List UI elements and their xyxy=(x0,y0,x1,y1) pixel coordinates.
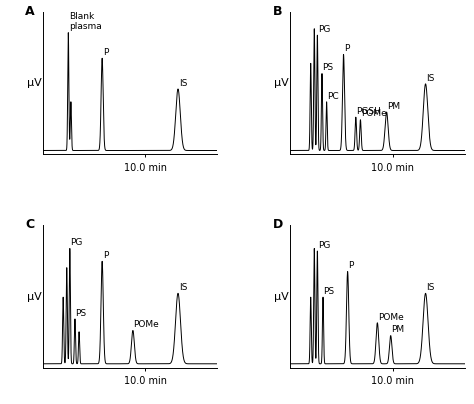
Text: IS: IS xyxy=(427,74,435,82)
Text: P: P xyxy=(348,261,354,270)
Text: PM: PM xyxy=(387,102,401,111)
Text: PS: PS xyxy=(75,309,87,318)
Text: P: P xyxy=(103,251,108,260)
Text: IS: IS xyxy=(427,283,435,292)
Y-axis label: μV: μV xyxy=(27,292,42,301)
Text: POMe: POMe xyxy=(133,320,159,329)
Y-axis label: μV: μV xyxy=(27,78,42,88)
Text: POMe: POMe xyxy=(361,109,387,118)
Text: P: P xyxy=(344,44,349,53)
Text: PG: PG xyxy=(318,25,330,34)
Text: PG: PG xyxy=(318,241,330,250)
Text: POMe: POMe xyxy=(378,313,404,322)
Text: IS: IS xyxy=(179,79,187,88)
Text: PM: PM xyxy=(391,325,404,335)
Text: PS: PS xyxy=(324,287,335,296)
Text: A: A xyxy=(25,5,35,18)
Text: Blank
plasma: Blank plasma xyxy=(69,12,102,32)
Y-axis label: μV: μV xyxy=(274,78,289,88)
Text: PGSH: PGSH xyxy=(356,107,381,116)
Text: C: C xyxy=(25,218,34,231)
Text: PG: PG xyxy=(70,238,83,247)
Text: D: D xyxy=(273,218,283,231)
Text: IS: IS xyxy=(179,283,187,292)
Text: P: P xyxy=(103,48,108,57)
Text: B: B xyxy=(273,5,282,18)
Text: PC: PC xyxy=(327,92,339,101)
Text: PS: PS xyxy=(322,63,334,72)
Y-axis label: μV: μV xyxy=(274,292,289,301)
